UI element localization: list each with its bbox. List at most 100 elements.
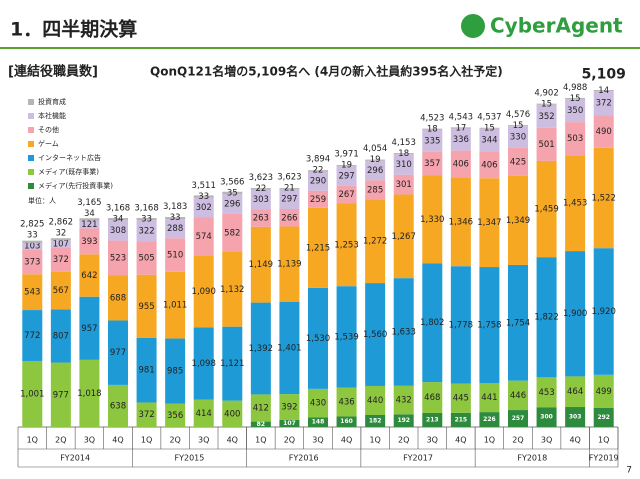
x-tick-label: 1Q [141,436,152,445]
bar-segment [508,147,528,176]
value-label: 373 [24,257,40,267]
bar-segment [536,103,557,105]
value-label: 297 [281,195,297,205]
bar-segment [536,377,557,408]
bar-segment [393,385,414,415]
value-label: 425 [510,157,526,167]
value-label: 446 [510,391,526,401]
bar-segment [165,217,186,220]
value-label: 1,530 [306,334,330,344]
value-label: 1,272 [363,237,387,247]
value-label: 107 [283,420,296,427]
bar-segment [393,153,414,155]
value-label: 955 [138,302,154,312]
bar-segment [279,208,300,227]
bar-segment [136,274,157,338]
bar-segment [279,394,300,420]
bar-segment [165,271,186,339]
bar-segment [22,240,43,243]
value-label: 350 [567,106,583,116]
legend-swatch [28,155,34,161]
value-label: 330 [510,133,526,143]
value-label: 352 [538,112,554,122]
value-label: 567 [53,286,69,296]
value-label: 103 [24,242,40,252]
value-label: 297 [338,172,354,182]
bar-segment [508,125,528,127]
value-label: 344 [481,136,497,146]
value-label: 977 [53,390,69,400]
value-label: 1,453 [563,199,587,209]
bar-segment [450,150,471,178]
x-tick-label: 3Q [541,436,552,445]
value-label: 1,011 [163,301,187,311]
value-label: 1,459 [534,205,558,215]
value-label: 1,267 [392,232,416,242]
value-label: 406 [481,160,497,170]
value-label: 977 [110,348,126,358]
value-label: 372 [53,255,69,265]
bar-segment [193,399,214,427]
bar-segment [479,412,500,427]
total-label: 3,623 [277,173,301,183]
bar-segment [565,376,586,408]
value-label: 1,098 [192,359,216,369]
bar-segment [50,362,71,427]
value-label: 445 [453,394,469,404]
value-label: 267 [338,190,354,200]
bar-segment [508,175,528,265]
value-label: 22 [255,184,266,194]
value-label: 543 [24,288,40,298]
bar-segment [50,309,71,363]
value-label: 1,090 [192,287,216,297]
value-label: 440 [367,396,383,406]
bar-segment [536,257,557,378]
bar-segment [79,296,100,360]
value-label: 226 [483,416,496,423]
bar-segment [336,387,357,417]
bar-segment [308,170,328,172]
value-label: 393 [81,237,97,247]
bar-segment [136,241,157,275]
bar-segment [136,337,157,403]
bar-segment [336,286,357,388]
value-label: 505 [138,254,154,264]
value-label: 772 [24,331,40,341]
value-label: 296 [367,166,383,176]
value-label: 22 [313,166,324,176]
bar-segment [422,151,443,176]
value-label: 14 [598,86,609,96]
value-label: 266 [281,213,297,223]
value-label: 213 [426,416,439,423]
value-label: 642 [81,271,97,281]
value-label: 1,758 [477,321,501,331]
bar-segment [193,197,214,218]
value-label: 807 [53,331,69,341]
bar-segment [193,327,214,400]
value-label: 121 [81,220,97,230]
bar-segment [22,360,43,427]
total-label: 3,894 [306,155,330,165]
value-label: 468 [424,393,440,403]
value-label: 1,920 [592,307,616,317]
legend-swatch [28,99,34,105]
bar-segment [365,159,386,161]
total-label: 2,862 [49,217,73,227]
value-label: 406 [453,160,469,170]
bar-segment [365,180,386,200]
x-tick-label: 2Q [55,436,66,445]
total-label: 3,168 [106,204,130,214]
x-tick-label: 3Q [427,436,438,445]
value-label: 310 [396,160,412,170]
value-label: 510 [167,251,183,261]
value-label: 288 [167,224,183,234]
logo-mark [461,14,485,38]
bar-segment [422,412,443,427]
bar-segment [308,207,328,288]
bar-segment [593,407,614,427]
group-label: FY2018 [517,454,547,463]
total-label: 3,623 [249,173,273,183]
value-label: 303 [253,195,269,205]
bar-segment [79,359,100,427]
bar-segment [22,310,43,361]
